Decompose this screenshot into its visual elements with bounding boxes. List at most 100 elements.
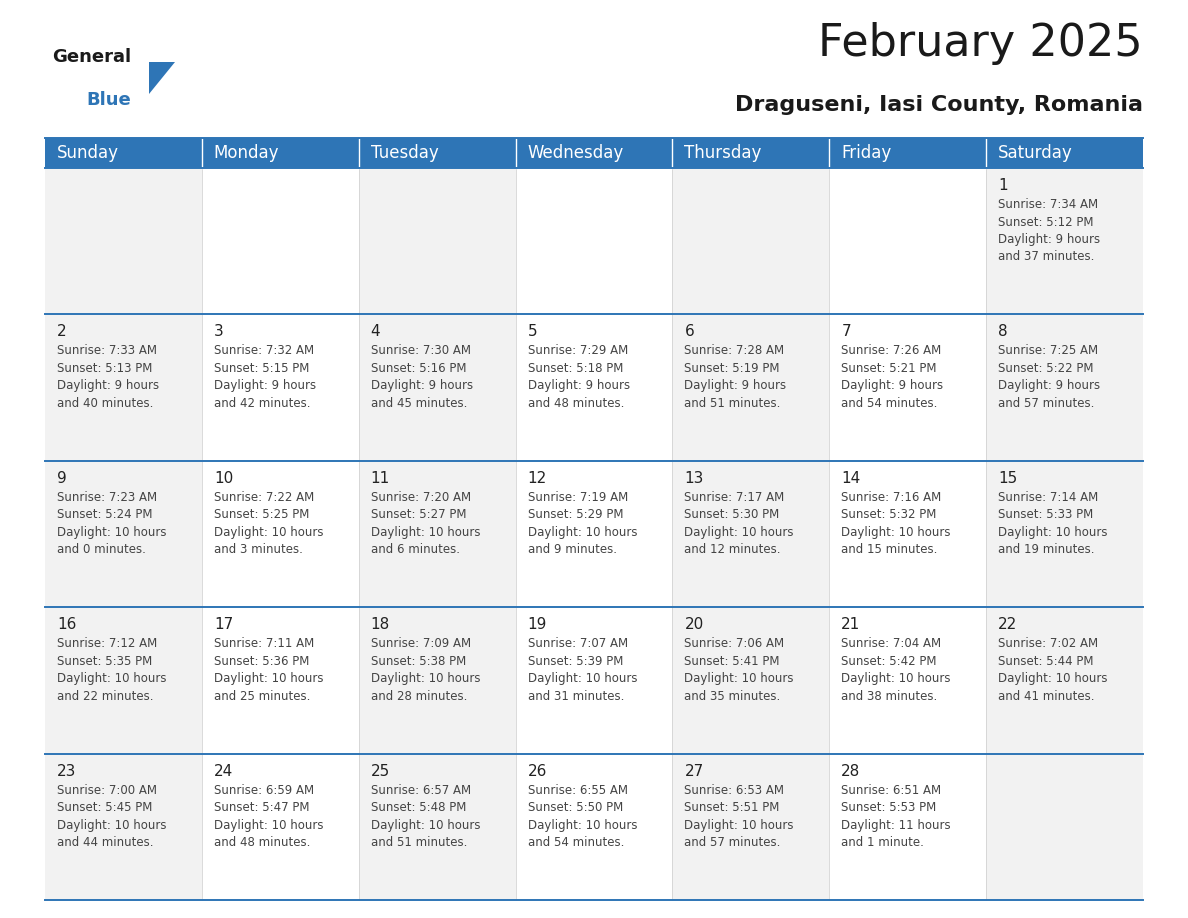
- Text: 17: 17: [214, 617, 233, 633]
- Text: 4: 4: [371, 324, 380, 340]
- Text: 6: 6: [684, 324, 694, 340]
- Text: 3: 3: [214, 324, 223, 340]
- Text: 25: 25: [371, 764, 390, 778]
- Text: Sunrise: 7:04 AM
Sunset: 5:42 PM
Daylight: 10 hours
and 38 minutes.: Sunrise: 7:04 AM Sunset: 5:42 PM Dayligh…: [841, 637, 950, 702]
- Text: 10: 10: [214, 471, 233, 486]
- Bar: [45, 168, 202, 314]
- Text: 28: 28: [841, 764, 860, 778]
- Bar: [672, 607, 829, 754]
- Text: Sunrise: 7:12 AM
Sunset: 5:35 PM
Daylight: 10 hours
and 22 minutes.: Sunrise: 7:12 AM Sunset: 5:35 PM Dayligh…: [57, 637, 166, 702]
- Bar: [516, 461, 672, 607]
- Text: 12: 12: [527, 471, 546, 486]
- Bar: [202, 607, 359, 754]
- Bar: [202, 314, 359, 461]
- Text: 1: 1: [998, 178, 1007, 193]
- Text: Sunrise: 7:34 AM
Sunset: 5:12 PM
Daylight: 9 hours
and 37 minutes.: Sunrise: 7:34 AM Sunset: 5:12 PM Dayligh…: [998, 198, 1100, 263]
- Bar: [672, 461, 829, 607]
- Text: Sunrise: 7:25 AM
Sunset: 5:22 PM
Daylight: 9 hours
and 57 minutes.: Sunrise: 7:25 AM Sunset: 5:22 PM Dayligh…: [998, 344, 1100, 410]
- Bar: [986, 314, 1143, 461]
- Text: Sunrise: 7:29 AM
Sunset: 5:18 PM
Daylight: 9 hours
and 48 minutes.: Sunrise: 7:29 AM Sunset: 5:18 PM Dayligh…: [527, 344, 630, 410]
- Bar: [45, 314, 202, 461]
- Bar: [359, 138, 516, 168]
- Text: Sunrise: 6:57 AM
Sunset: 5:48 PM
Daylight: 10 hours
and 51 minutes.: Sunrise: 6:57 AM Sunset: 5:48 PM Dayligh…: [371, 784, 480, 849]
- Text: Sunrise: 7:07 AM
Sunset: 5:39 PM
Daylight: 10 hours
and 31 minutes.: Sunrise: 7:07 AM Sunset: 5:39 PM Dayligh…: [527, 637, 637, 702]
- Bar: [672, 168, 829, 314]
- Bar: [202, 754, 359, 900]
- Bar: [672, 754, 829, 900]
- Bar: [986, 754, 1143, 900]
- Text: Tuesday: Tuesday: [371, 144, 438, 162]
- Text: Sunrise: 7:11 AM
Sunset: 5:36 PM
Daylight: 10 hours
and 25 minutes.: Sunrise: 7:11 AM Sunset: 5:36 PM Dayligh…: [214, 637, 323, 702]
- Text: Sunrise: 7:17 AM
Sunset: 5:30 PM
Daylight: 10 hours
and 12 minutes.: Sunrise: 7:17 AM Sunset: 5:30 PM Dayligh…: [684, 491, 794, 556]
- Text: Sunrise: 7:00 AM
Sunset: 5:45 PM
Daylight: 10 hours
and 44 minutes.: Sunrise: 7:00 AM Sunset: 5:45 PM Dayligh…: [57, 784, 166, 849]
- Bar: [829, 314, 986, 461]
- Text: Sunrise: 7:09 AM
Sunset: 5:38 PM
Daylight: 10 hours
and 28 minutes.: Sunrise: 7:09 AM Sunset: 5:38 PM Dayligh…: [371, 637, 480, 702]
- Bar: [45, 754, 202, 900]
- Bar: [516, 138, 672, 168]
- Text: Sunrise: 7:30 AM
Sunset: 5:16 PM
Daylight: 9 hours
and 45 minutes.: Sunrise: 7:30 AM Sunset: 5:16 PM Dayligh…: [371, 344, 473, 410]
- Bar: [359, 754, 516, 900]
- Text: 26: 26: [527, 764, 546, 778]
- Bar: [986, 168, 1143, 314]
- Text: 14: 14: [841, 471, 860, 486]
- Bar: [202, 461, 359, 607]
- Bar: [359, 607, 516, 754]
- Bar: [516, 754, 672, 900]
- Text: General: General: [52, 48, 131, 66]
- Text: Sunrise: 7:32 AM
Sunset: 5:15 PM
Daylight: 9 hours
and 42 minutes.: Sunrise: 7:32 AM Sunset: 5:15 PM Dayligh…: [214, 344, 316, 410]
- Polygon shape: [148, 62, 175, 94]
- Text: 18: 18: [371, 617, 390, 633]
- Bar: [359, 461, 516, 607]
- Text: Sunrise: 7:16 AM
Sunset: 5:32 PM
Daylight: 10 hours
and 15 minutes.: Sunrise: 7:16 AM Sunset: 5:32 PM Dayligh…: [841, 491, 950, 556]
- Bar: [516, 607, 672, 754]
- Text: Sunrise: 7:20 AM
Sunset: 5:27 PM
Daylight: 10 hours
and 6 minutes.: Sunrise: 7:20 AM Sunset: 5:27 PM Dayligh…: [371, 491, 480, 556]
- Bar: [986, 607, 1143, 754]
- Text: Saturday: Saturday: [998, 144, 1073, 162]
- Bar: [45, 461, 202, 607]
- Bar: [45, 607, 202, 754]
- Bar: [986, 461, 1143, 607]
- Bar: [986, 138, 1143, 168]
- Text: 15: 15: [998, 471, 1017, 486]
- Bar: [202, 138, 359, 168]
- Bar: [516, 314, 672, 461]
- Bar: [359, 314, 516, 461]
- Text: Blue: Blue: [86, 91, 131, 109]
- Bar: [829, 138, 986, 168]
- Bar: [516, 168, 672, 314]
- Text: Sunrise: 6:55 AM
Sunset: 5:50 PM
Daylight: 10 hours
and 54 minutes.: Sunrise: 6:55 AM Sunset: 5:50 PM Dayligh…: [527, 784, 637, 849]
- Text: 27: 27: [684, 764, 703, 778]
- Text: 7: 7: [841, 324, 851, 340]
- Text: February 2025: February 2025: [819, 22, 1143, 65]
- Text: Monday: Monday: [214, 144, 279, 162]
- Text: Wednesday: Wednesday: [527, 144, 624, 162]
- Text: Sunrise: 7:19 AM
Sunset: 5:29 PM
Daylight: 10 hours
and 9 minutes.: Sunrise: 7:19 AM Sunset: 5:29 PM Dayligh…: [527, 491, 637, 556]
- Bar: [672, 138, 829, 168]
- Text: 2: 2: [57, 324, 67, 340]
- Text: 19: 19: [527, 617, 546, 633]
- Text: Sunrise: 7:28 AM
Sunset: 5:19 PM
Daylight: 9 hours
and 51 minutes.: Sunrise: 7:28 AM Sunset: 5:19 PM Dayligh…: [684, 344, 786, 410]
- Text: Sunrise: 7:02 AM
Sunset: 5:44 PM
Daylight: 10 hours
and 41 minutes.: Sunrise: 7:02 AM Sunset: 5:44 PM Dayligh…: [998, 637, 1107, 702]
- Bar: [359, 168, 516, 314]
- Bar: [829, 754, 986, 900]
- Text: 21: 21: [841, 617, 860, 633]
- Text: 20: 20: [684, 617, 703, 633]
- Text: Sunrise: 7:26 AM
Sunset: 5:21 PM
Daylight: 9 hours
and 54 minutes.: Sunrise: 7:26 AM Sunset: 5:21 PM Dayligh…: [841, 344, 943, 410]
- Text: Draguseni, Iasi County, Romania: Draguseni, Iasi County, Romania: [735, 95, 1143, 115]
- Text: Sunrise: 7:14 AM
Sunset: 5:33 PM
Daylight: 10 hours
and 19 minutes.: Sunrise: 7:14 AM Sunset: 5:33 PM Dayligh…: [998, 491, 1107, 556]
- Text: 16: 16: [57, 617, 76, 633]
- Text: Sunday: Sunday: [57, 144, 119, 162]
- Text: Sunrise: 7:33 AM
Sunset: 5:13 PM
Daylight: 9 hours
and 40 minutes.: Sunrise: 7:33 AM Sunset: 5:13 PM Dayligh…: [57, 344, 159, 410]
- Bar: [672, 314, 829, 461]
- Bar: [829, 461, 986, 607]
- Bar: [829, 168, 986, 314]
- Text: 11: 11: [371, 471, 390, 486]
- Bar: [45, 138, 202, 168]
- Text: 22: 22: [998, 617, 1017, 633]
- Text: 8: 8: [998, 324, 1007, 340]
- Text: Sunrise: 7:06 AM
Sunset: 5:41 PM
Daylight: 10 hours
and 35 minutes.: Sunrise: 7:06 AM Sunset: 5:41 PM Dayligh…: [684, 637, 794, 702]
- Text: Sunrise: 6:53 AM
Sunset: 5:51 PM
Daylight: 10 hours
and 57 minutes.: Sunrise: 6:53 AM Sunset: 5:51 PM Dayligh…: [684, 784, 794, 849]
- Bar: [202, 168, 359, 314]
- Text: Thursday: Thursday: [684, 144, 762, 162]
- Text: Sunrise: 6:59 AM
Sunset: 5:47 PM
Daylight: 10 hours
and 48 minutes.: Sunrise: 6:59 AM Sunset: 5:47 PM Dayligh…: [214, 784, 323, 849]
